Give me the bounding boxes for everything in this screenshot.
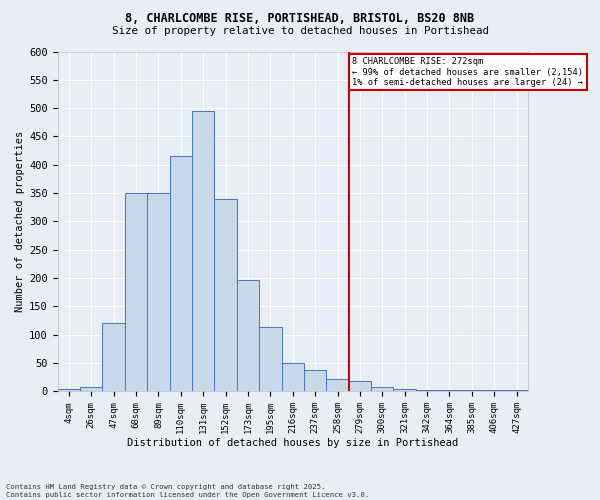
Bar: [147, 193, 170, 392]
Bar: [461, 390, 483, 392]
Bar: [349, 381, 371, 392]
Bar: [214, 199, 237, 392]
Text: 8 CHARLCOMBE RISE: 272sqm
← 99% of detached houses are smaller (2,154)
1% of sem: 8 CHARLCOMBE RISE: 272sqm ← 99% of detac…: [352, 57, 583, 87]
Bar: [58, 388, 80, 392]
Text: Size of property relative to detached houses in Portishead: Size of property relative to detached ho…: [112, 26, 488, 36]
Bar: [483, 390, 505, 392]
Bar: [371, 387, 394, 392]
Bar: [170, 156, 192, 392]
Y-axis label: Number of detached properties: Number of detached properties: [15, 131, 25, 312]
Bar: [103, 324, 125, 392]
Bar: [505, 390, 528, 392]
Bar: [80, 387, 103, 392]
Bar: [394, 388, 416, 392]
Bar: [237, 280, 259, 392]
Bar: [416, 390, 438, 392]
Bar: [438, 390, 461, 392]
Bar: [304, 370, 326, 392]
Bar: [326, 379, 349, 392]
Text: 8, CHARLCOMBE RISE, PORTISHEAD, BRISTOL, BS20 8NB: 8, CHARLCOMBE RISE, PORTISHEAD, BRISTOL,…: [125, 12, 475, 26]
Bar: [259, 328, 281, 392]
X-axis label: Distribution of detached houses by size in Portishead: Distribution of detached houses by size …: [127, 438, 458, 448]
Bar: [281, 363, 304, 392]
Bar: [192, 111, 214, 392]
Bar: [125, 193, 147, 392]
Text: Contains HM Land Registry data © Crown copyright and database right 2025.
Contai: Contains HM Land Registry data © Crown c…: [6, 484, 369, 498]
